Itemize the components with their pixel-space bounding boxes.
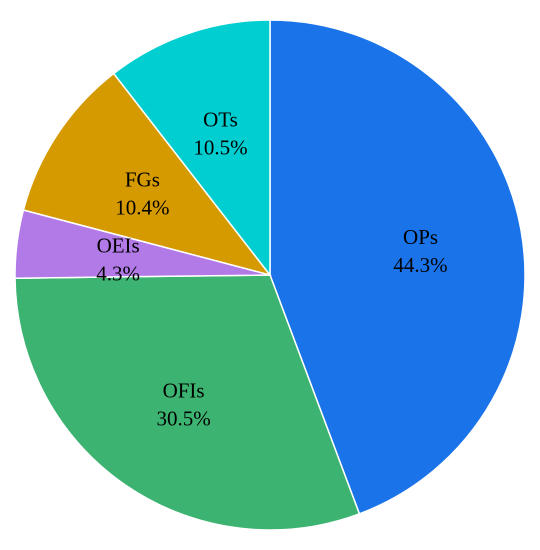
- slice-label-oeis: OEIs: [97, 233, 140, 257]
- pie-slice-fgs: [22, 72, 272, 277]
- slice-value-oeis: 4.3%: [96, 261, 140, 285]
- slice-value-ops: 44.3%: [393, 253, 447, 277]
- pie-slice-ots: [112, 19, 271, 278]
- slice-label-ofis: OFIs: [163, 378, 205, 402]
- slice-value-fgs: 10.4%: [115, 196, 169, 220]
- slice-label-fgs: FGs: [125, 168, 160, 192]
- labels-layer: OPs 44.3% OFIs 30.5% OEIs 4.3% FGs 10.4% OTs 10.5…: [96, 107, 447, 430]
- slice-label-ops: OPs: [403, 225, 438, 249]
- slice-value-ots: 10.5%: [193, 135, 247, 159]
- slices-layer: [14, 19, 526, 531]
- slice-label-ots: OTs: [203, 107, 238, 131]
- slice-value-ofis: 30.5%: [156, 406, 210, 430]
- pie-slice-ofis: [14, 274, 361, 531]
- pie-slice-ops: [269, 19, 526, 515]
